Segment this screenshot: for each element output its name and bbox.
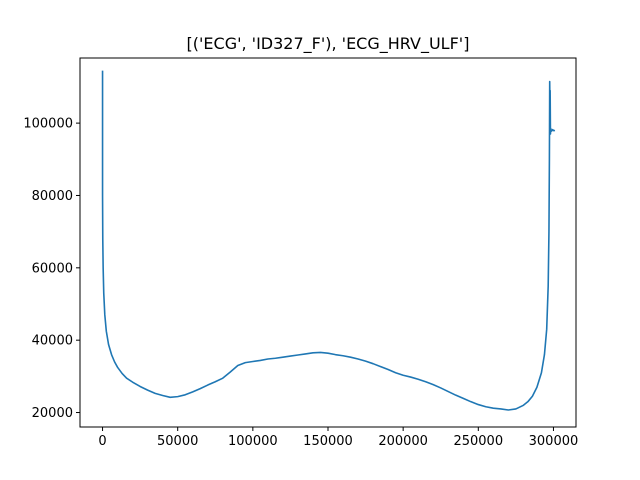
x-tick-label: 100000 — [228, 434, 278, 449]
x-tick-label: 200000 — [378, 434, 428, 449]
x-tick-label: 250000 — [453, 434, 503, 449]
y-tick-label: 60000 — [32, 261, 73, 276]
plot-area — [101, 70, 556, 411]
x-tick-label: 300000 — [529, 434, 579, 449]
plot-frame — [79, 57, 577, 428]
series-line — [101, 70, 556, 411]
y-tick-label: 40000 — [32, 334, 73, 349]
y-tick-label: 80000 — [32, 189, 73, 204]
x-tick-label: 0 — [98, 434, 106, 449]
y-tick-label: 100000 — [23, 117, 73, 132]
chart-title: [('ECG', 'ID327_F'), 'ECG_HRV_ULF'] — [187, 34, 470, 54]
y-axis: 20000 40000 60000 80000 100000 — [23, 117, 80, 421]
x-axis: 0 50000 100000 150000 200000 250000 300000 — [98, 427, 578, 449]
y-tick-label: 20000 — [32, 406, 73, 421]
x-tick-label: 50000 — [157, 434, 198, 449]
x-tick-label: 150000 — [303, 434, 353, 449]
